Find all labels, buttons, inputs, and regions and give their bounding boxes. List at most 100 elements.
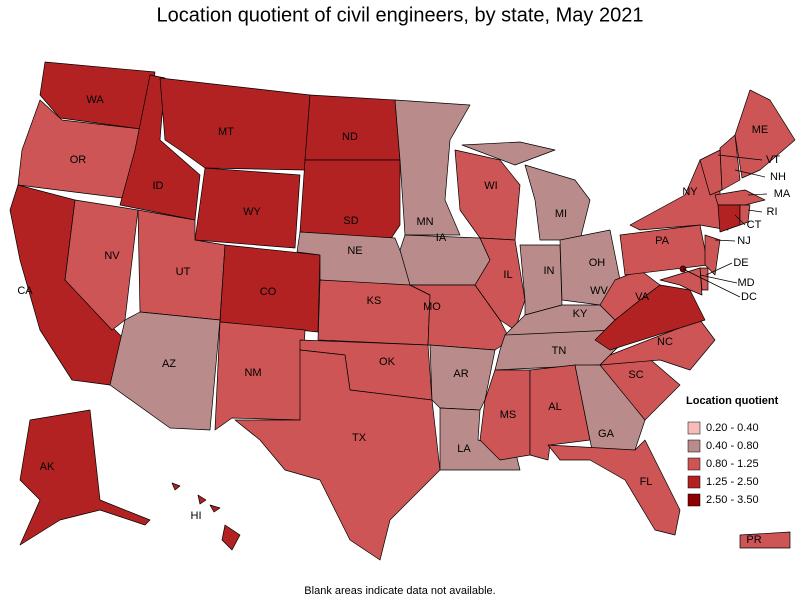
footnote: Blank areas indicate data not available. bbox=[304, 585, 495, 597]
leader-line bbox=[705, 262, 733, 276]
legend-swatch bbox=[687, 457, 701, 471]
leader-line bbox=[734, 169, 766, 178]
state-shape bbox=[717, 204, 741, 233]
state-label: ME bbox=[752, 124, 769, 136]
legend-label: 0.80 - 1.25 bbox=[706, 458, 759, 470]
state-label: CA bbox=[17, 285, 33, 297]
state-shape bbox=[234, 349, 441, 561]
state-shape bbox=[39, 61, 156, 131]
state-label: OK bbox=[379, 356, 396, 368]
legend-swatch bbox=[687, 493, 701, 507]
state-shape bbox=[659, 267, 703, 296]
state-label: WY bbox=[243, 206, 261, 218]
state-shape bbox=[299, 159, 401, 241]
state-label: MN bbox=[416, 216, 433, 228]
state-shape bbox=[194, 167, 301, 249]
state-label: NC bbox=[657, 336, 673, 348]
state-label: VA bbox=[635, 291, 650, 303]
state-label: ND bbox=[342, 131, 358, 143]
state-label: OR bbox=[70, 154, 87, 166]
legend: Location quotient 0.20 - 0.40 0.40 - 0.80… bbox=[686, 395, 779, 507]
state-shape bbox=[739, 204, 751, 226]
state-label: NM bbox=[244, 367, 261, 379]
leader-line bbox=[734, 214, 746, 226]
state-label: WI bbox=[484, 180, 497, 192]
state-label: LA bbox=[457, 443, 471, 455]
state-label: UT bbox=[176, 266, 191, 278]
leader-line bbox=[714, 239, 736, 242]
state-shape bbox=[704, 234, 721, 276]
state-label: NV bbox=[104, 250, 120, 262]
legend-swatch bbox=[687, 421, 701, 435]
state-label: PR bbox=[746, 534, 761, 546]
state-shape bbox=[317, 279, 431, 346]
state-shape bbox=[221, 524, 241, 551]
state-shape bbox=[619, 224, 709, 276]
legend-swatch bbox=[687, 439, 701, 453]
state-label: WA bbox=[86, 94, 104, 106]
state-label: TN bbox=[552, 345, 567, 357]
legend-label: 0.20 - 0.40 bbox=[706, 422, 759, 434]
state-shape bbox=[719, 134, 741, 191]
state-shape bbox=[214, 321, 306, 431]
state-shape bbox=[519, 244, 563, 316]
state-label: FL bbox=[640, 476, 653, 488]
leader-line bbox=[747, 193, 768, 196]
state-shape bbox=[171, 482, 181, 491]
state-label: MT bbox=[218, 126, 234, 138]
state-shape bbox=[714, 189, 766, 206]
state-label: MI bbox=[555, 208, 567, 220]
state-label: OH bbox=[589, 257, 606, 269]
state-shape bbox=[474, 237, 526, 331]
state-label: IN bbox=[544, 265, 555, 277]
leader-line bbox=[699, 274, 738, 284]
state-shape bbox=[734, 89, 796, 179]
state-shape bbox=[19, 409, 151, 546]
state-shape bbox=[304, 94, 401, 161]
state-label: MA bbox=[774, 188, 791, 200]
state-label: KS bbox=[367, 295, 382, 307]
state-label: VT bbox=[766, 154, 780, 166]
state-label: AK bbox=[40, 461, 55, 473]
state-label: IL bbox=[503, 269, 512, 281]
state-label: NJ bbox=[737, 235, 750, 247]
state-label: CO bbox=[260, 286, 277, 298]
state-label: MD bbox=[737, 277, 754, 289]
legend-swatch bbox=[687, 475, 701, 489]
state-labels: WA OR CA NV ID MT WY UT AZ CO NM ND SD N… bbox=[17, 94, 791, 546]
leader-lines bbox=[682, 154, 768, 298]
state-shape bbox=[209, 504, 221, 513]
state-label: WV bbox=[590, 285, 608, 297]
state-shape bbox=[524, 164, 591, 241]
state-shape bbox=[739, 531, 791, 549]
state-shape bbox=[394, 99, 471, 236]
state-shape bbox=[461, 141, 556, 166]
state-label: AR bbox=[453, 368, 468, 380]
state-shape bbox=[159, 77, 311, 171]
state-label: MO bbox=[423, 301, 441, 313]
legend-entries: 0.20 - 0.40 0.40 - 0.80 0.80 - 1.25 1.25 - … bbox=[687, 421, 759, 507]
legend-title: Location quotient bbox=[686, 395, 779, 407]
state-shape bbox=[64, 199, 139, 331]
state-label: DC bbox=[741, 291, 757, 303]
state-label: DE bbox=[733, 257, 748, 269]
state-label: NY bbox=[682, 186, 698, 198]
state-label: AL bbox=[548, 401, 561, 413]
state-shape bbox=[109, 311, 221, 431]
leader-line bbox=[747, 209, 763, 213]
state-label: NE bbox=[347, 245, 362, 257]
state-label: SC bbox=[628, 369, 643, 381]
state-label: TX bbox=[352, 432, 367, 444]
state-label: PA bbox=[655, 235, 670, 247]
state-label: SD bbox=[343, 215, 358, 227]
state-label: HI bbox=[191, 510, 202, 522]
state-label: KY bbox=[573, 308, 588, 320]
legend-label: 1.25 - 2.50 bbox=[706, 476, 759, 488]
state-label: CT bbox=[747, 219, 762, 231]
map-title: Location quotient of civil engineers, by… bbox=[157, 4, 644, 26]
leader-line bbox=[682, 268, 741, 298]
state-label: RI bbox=[767, 206, 778, 218]
state-label: ID bbox=[153, 180, 164, 192]
state-label: AZ bbox=[162, 358, 176, 370]
